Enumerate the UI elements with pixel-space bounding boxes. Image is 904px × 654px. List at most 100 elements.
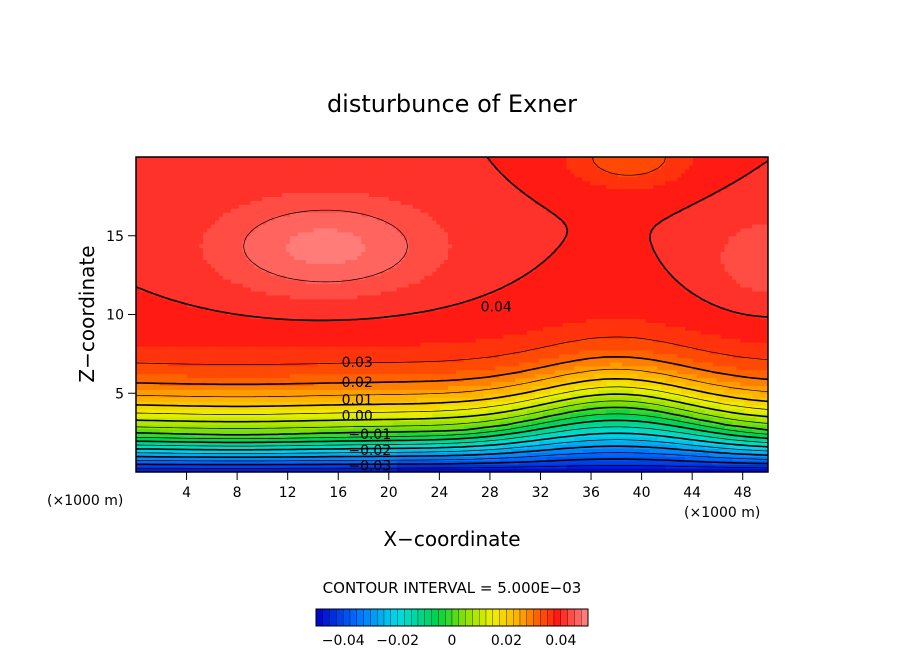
colorbar-tick-label: −0.04 bbox=[322, 633, 365, 649]
colorbar-swatch bbox=[533, 608, 541, 627]
colorbar-swatch bbox=[560, 608, 568, 627]
colorbar-swatch bbox=[397, 608, 405, 627]
x-tick-label: 48 bbox=[734, 485, 752, 501]
x-tick-label: 8 bbox=[233, 485, 242, 501]
colorbar bbox=[315, 608, 589, 627]
x-tick-label: 4 bbox=[182, 485, 191, 501]
x-tick-label: 32 bbox=[532, 485, 550, 501]
colorbar-swatch bbox=[574, 608, 582, 627]
contour-label: 0.00 bbox=[342, 408, 373, 424]
x-tick-label: 36 bbox=[582, 485, 600, 501]
colorbar-swatch bbox=[472, 608, 480, 627]
contour-line bbox=[136, 445, 768, 458]
contour-line bbox=[136, 157, 768, 365]
colorbar-swatch bbox=[547, 608, 555, 627]
x-unit-right: (×1000 m) bbox=[684, 505, 760, 521]
contour-label: −0.03 bbox=[348, 459, 391, 475]
colorbar-swatch bbox=[383, 608, 391, 627]
colorbar-swatch bbox=[417, 608, 425, 627]
contour-label: 0.02 bbox=[342, 375, 373, 391]
colorbar-swatch bbox=[540, 608, 548, 627]
colorbar-ticks: −0.04 −0.02 0 0.02 0.04 bbox=[322, 633, 577, 649]
contour-label: −0.01 bbox=[348, 427, 391, 443]
colorbar-tick-label: 0.04 bbox=[545, 633, 576, 649]
colorbar-swatch bbox=[329, 608, 337, 627]
x-tick-label: 12 bbox=[279, 485, 297, 501]
contour-label: 0.03 bbox=[342, 355, 373, 371]
y-tick-label: 5 bbox=[115, 386, 124, 402]
contour-line bbox=[243, 209, 408, 283]
colorbar-swatch bbox=[322, 608, 330, 627]
colorbar-swatch bbox=[336, 608, 344, 627]
contour-label: −0.02 bbox=[348, 443, 391, 459]
contour-line bbox=[136, 378, 768, 408]
colorbar-swatch bbox=[458, 608, 466, 627]
colorbar-swatch bbox=[499, 608, 507, 627]
contour-line bbox=[136, 452, 768, 462]
contour-label: 0.01 bbox=[342, 393, 373, 409]
contour-line bbox=[136, 406, 768, 436]
x-tick-label: 28 bbox=[481, 485, 499, 501]
colorbar-swatch bbox=[356, 608, 364, 627]
chart-title: disturbunce of Exner bbox=[327, 90, 577, 118]
y-axis-ticks: 5 10 15 bbox=[106, 229, 136, 402]
contour-interval: CONTOUR INTERVAL = 5.000E−03 bbox=[323, 579, 582, 597]
colorbar-swatch bbox=[377, 608, 385, 627]
colorbar-swatch bbox=[465, 608, 473, 627]
contour-line bbox=[136, 413, 768, 440]
colorbar-swatch bbox=[567, 608, 575, 627]
contour-line bbox=[136, 419, 768, 444]
colorbar-swatch bbox=[451, 608, 459, 627]
colorbar-swatch bbox=[349, 608, 357, 627]
colorbar-swatch bbox=[438, 608, 446, 627]
colorbar-swatch bbox=[370, 608, 378, 627]
x-tick-label: 44 bbox=[683, 485, 701, 501]
colorbar-swatch bbox=[343, 608, 351, 627]
colorbar-swatch bbox=[404, 608, 412, 627]
x-tick-label: 20 bbox=[380, 485, 398, 501]
plot-area: 0.04 0.03 0.02 0.010.00 −0.01−0.02−0.03 bbox=[136, 157, 768, 475]
colorbar-swatch bbox=[390, 608, 398, 627]
x-tick-label: 16 bbox=[329, 485, 347, 501]
x-axis-label: X−coordinate bbox=[383, 527, 520, 551]
colorbar-swatch bbox=[513, 608, 521, 627]
contour-labels: 0.04 0.03 0.02 0.010.00 −0.01−0.02−0.03 bbox=[342, 300, 512, 475]
x-tick-label: 40 bbox=[633, 485, 651, 501]
y-tick-label: 10 bbox=[106, 308, 124, 324]
contour-line bbox=[136, 386, 768, 415]
contour-line bbox=[136, 432, 768, 451]
contour-line bbox=[136, 356, 768, 386]
contour-line bbox=[136, 157, 768, 322]
contour-lines bbox=[136, 157, 768, 469]
colorbar-swatch bbox=[363, 608, 371, 627]
contour-line bbox=[136, 393, 768, 423]
colorbar-swatch bbox=[445, 608, 453, 627]
contour-line bbox=[136, 426, 768, 447]
colorbar-swatch bbox=[431, 608, 439, 627]
contour-line bbox=[136, 368, 768, 398]
y-axis-label: Z−coordinate bbox=[75, 245, 99, 382]
colorbar-tick-label: 0 bbox=[448, 633, 457, 649]
colorbar-swatch bbox=[492, 608, 500, 627]
colorbar-swatch bbox=[519, 608, 527, 627]
contour-line bbox=[136, 439, 768, 454]
contour-line bbox=[136, 465, 768, 469]
colorbar-swatch bbox=[581, 608, 589, 627]
contour-line bbox=[136, 400, 768, 429]
colorbar-swatch bbox=[485, 608, 493, 627]
x-axis-ticks: 4 8 12 16 20 24 28 32 36 40 44 48 bbox=[182, 472, 752, 501]
colorbar-swatch bbox=[506, 608, 514, 627]
colorbar-swatch bbox=[315, 608, 323, 627]
colorbar-swatch bbox=[411, 608, 419, 627]
colorbar-swatch bbox=[424, 608, 432, 627]
contour-label: 0.04 bbox=[481, 300, 512, 316]
contour-fill bbox=[136, 157, 768, 472]
contour-line bbox=[136, 458, 768, 466]
colorbar-swatch bbox=[553, 608, 561, 627]
colorbar-tick-label: 0.02 bbox=[491, 633, 522, 649]
colorbar-frame bbox=[315, 608, 589, 627]
x-unit-left: (×1000 m) bbox=[47, 493, 123, 509]
x-tick-label: 24 bbox=[430, 485, 448, 501]
y-tick-label: 15 bbox=[106, 229, 124, 245]
